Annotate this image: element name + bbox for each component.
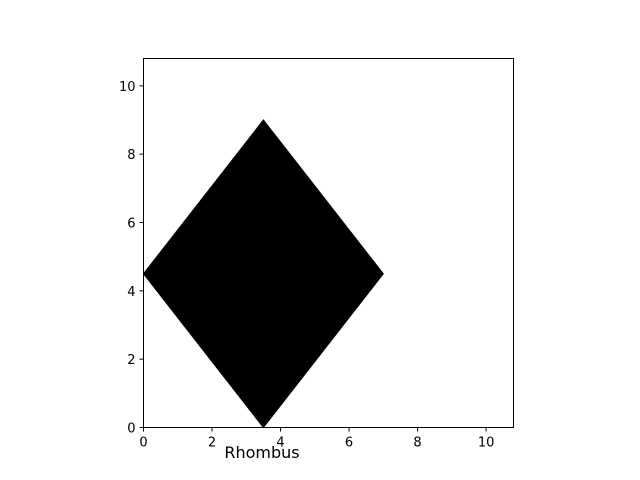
x-axis-label: Rhombus [224, 443, 299, 462]
y-tick-label: 8 [127, 148, 135, 163]
y-tick-label: 0 [127, 422, 135, 437]
x-tick-label: 10 [478, 436, 495, 451]
y-tick-label: 2 [127, 353, 135, 368]
y-tick-label: 6 [127, 217, 135, 232]
y-tick-label: 10 [119, 80, 136, 95]
rhombus-shape [142, 119, 384, 429]
x-tick-label: 6 [345, 436, 353, 451]
x-tick-label: 0 [139, 436, 147, 451]
x-tick-label: 2 [208, 436, 216, 451]
x-tick-label: 4 [276, 436, 284, 451]
y-tick-label: 4 [127, 285, 135, 300]
plot-frame [143, 58, 514, 428]
x-tick-label: 8 [413, 436, 421, 451]
